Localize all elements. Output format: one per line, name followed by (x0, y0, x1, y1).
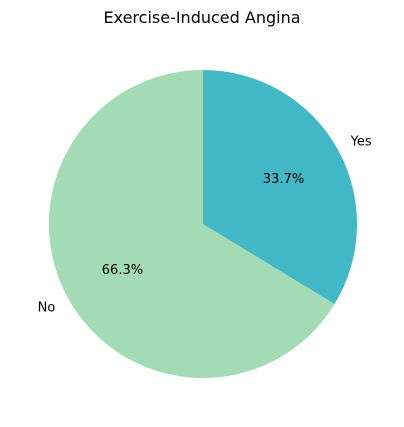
pie-category-label-no: No (38, 301, 56, 316)
pie-labels: 66.3% No 33.7% Yes (38, 134, 372, 315)
pie-slices (48, 70, 357, 378)
pie-percent-label-yes: 33.7% (263, 172, 304, 187)
pie-slice-no (48, 70, 335, 378)
pie-percent-label-no: 66.3% (102, 263, 143, 278)
pie-category-label-yes: Yes (350, 134, 372, 149)
pie-slice-yes (203, 70, 357, 305)
chart-title: Exercise-Induced Angina (103, 8, 300, 27)
